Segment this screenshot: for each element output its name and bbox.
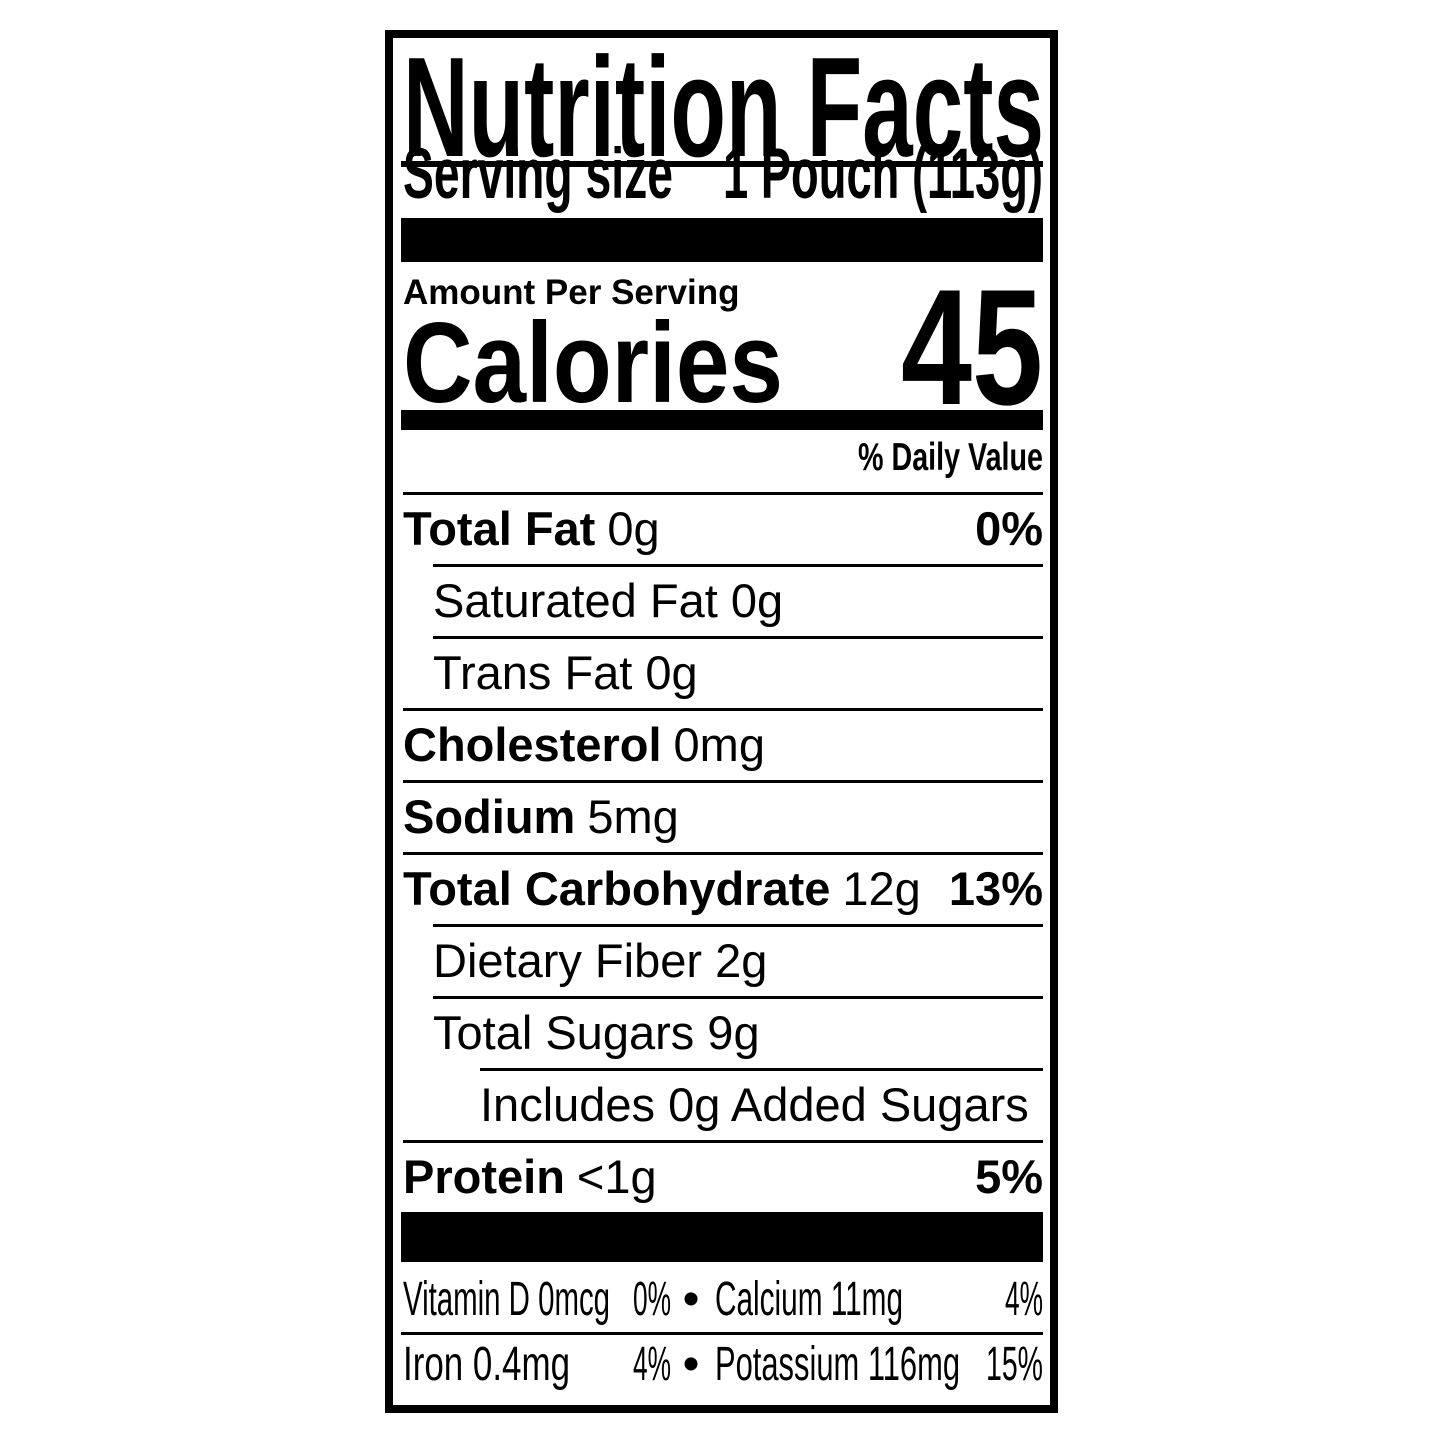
calories-value: 45 [901, 255, 1043, 439]
bullet-separator-icon: • [683, 1273, 700, 1326]
nutrient-amount: 0mg [673, 718, 765, 771]
iron-percent: 4% [633, 1338, 671, 1391]
nutrient-amount: 0g [607, 502, 660, 555]
bullet-separator-icon: • [683, 1338, 700, 1391]
serving-size-row: Serving size 1 Pouch (113g) [403, 135, 1043, 214]
row-trans-fat: Trans Fat 0g [433, 636, 1043, 708]
nutrient-name: Protein [403, 1150, 565, 1203]
row-text: Total Sugars 9g [433, 1009, 760, 1068]
row-total-carbohydrate: Total Carbohydrate 12g 13% [403, 852, 1043, 924]
nutrient-amount: 12g [842, 862, 921, 915]
row-cholesterol: Cholesterol 0mg [403, 708, 1043, 780]
amount-per-serving-label: Amount Per Serving [403, 273, 740, 312]
row-text: Sodium 5mg [403, 793, 679, 852]
micronutrient-row-2: Iron 0.4mg 4% • Potassium 116mg 15% [403, 1338, 1043, 1391]
daily-value-percent: 5% [975, 1150, 1043, 1203]
nutrition-facts-label: Nutrition Facts Serving size 1 Pouch (11… [385, 28, 1058, 1413]
nutrient-amount: <1g [576, 1150, 657, 1203]
row-text: Trans Fat 0g [433, 649, 698, 708]
nutrient-amount: Saturated Fat 0g [433, 574, 784, 627]
title-row: Nutrition Facts [403, 28, 1044, 187]
row-text: Total Fat 0g [403, 505, 660, 564]
nutrient-amount: Trans Fat 0g [433, 646, 698, 699]
nutrient-amount: Total Sugars 9g [433, 1006, 760, 1059]
nutrient-name: Cholesterol [403, 718, 662, 771]
row-protein: Protein <1g 5% [403, 1140, 1043, 1212]
row-total-sugars: Total Sugars 9g [433, 996, 1043, 1068]
vitamin-d-percent: 0% [633, 1273, 671, 1326]
row-text: Includes 0g Added Sugars [480, 1081, 1029, 1140]
row-saturated-fat: Saturated Fat 0g [433, 564, 1043, 636]
nutrient-amount: 5mg [587, 790, 679, 843]
potassium-label: Potassium 116mg [715, 1338, 960, 1391]
calories-row: Calories 45 [403, 255, 1043, 439]
iron-label: Iron 0.4mg [403, 1338, 570, 1391]
thick-divider-bar-bottom [401, 1212, 1043, 1262]
row-text: Protein <1g [403, 1153, 657, 1212]
nutrient-name: Sodium [403, 790, 576, 843]
row-added-sugars: Includes 0g Added Sugars [480, 1068, 1043, 1140]
row-sodium: Sodium 5mg [403, 780, 1043, 852]
row-text: Cholesterol 0mg [403, 721, 765, 780]
micronutrient-row-1: Vitamin D 0mcg 0% • Calcium 11mg 4% [403, 1273, 1043, 1326]
thick-divider-bar-top [401, 218, 1043, 262]
calories-underline-bar [401, 410, 1043, 430]
title-rule [401, 161, 1043, 167]
row-total-fat: Total Fat 0g 0% [403, 492, 1043, 564]
nutrient-amount: Dietary Fiber 2g [433, 934, 768, 987]
nutrient-name: Total Carbohydrate [403, 862, 831, 915]
serving-size-value: 1 Pouch (113g) [723, 135, 1043, 214]
daily-value-percent: 0% [975, 502, 1043, 555]
daily-value-header: % Daily Value [858, 436, 1043, 479]
calories-label: Calories [403, 300, 783, 427]
calcium-percent: 4% [1005, 1273, 1043, 1326]
micronutrient-divider [401, 1332, 1043, 1335]
daily-value-header-row: % Daily Value [858, 436, 1043, 479]
row-text: Dietary Fiber 2g [433, 937, 767, 996]
nutrient-amount: Includes 0g Added Sugars [480, 1078, 1029, 1131]
row-text: Total Carbohydrate 12g [403, 865, 921, 924]
page-title: Nutrition Facts [403, 28, 1044, 187]
calcium-label: Calcium 11mg [715, 1273, 903, 1326]
row-text: Saturated Fat 0g [433, 577, 783, 636]
row-dietary-fiber: Dietary Fiber 2g [433, 924, 1043, 996]
daily-value-percent: 13% [948, 862, 1043, 915]
nutrient-name: Total Fat [403, 502, 596, 555]
nutrient-rows: Total Fat 0g 0% Saturated Fat 0g Trans Fa… [403, 492, 1043, 1212]
vitamin-d-label: Vitamin D 0mcg [403, 1273, 610, 1326]
serving-size-label: Serving size [403, 135, 673, 214]
potassium-percent: 15% [986, 1338, 1043, 1391]
